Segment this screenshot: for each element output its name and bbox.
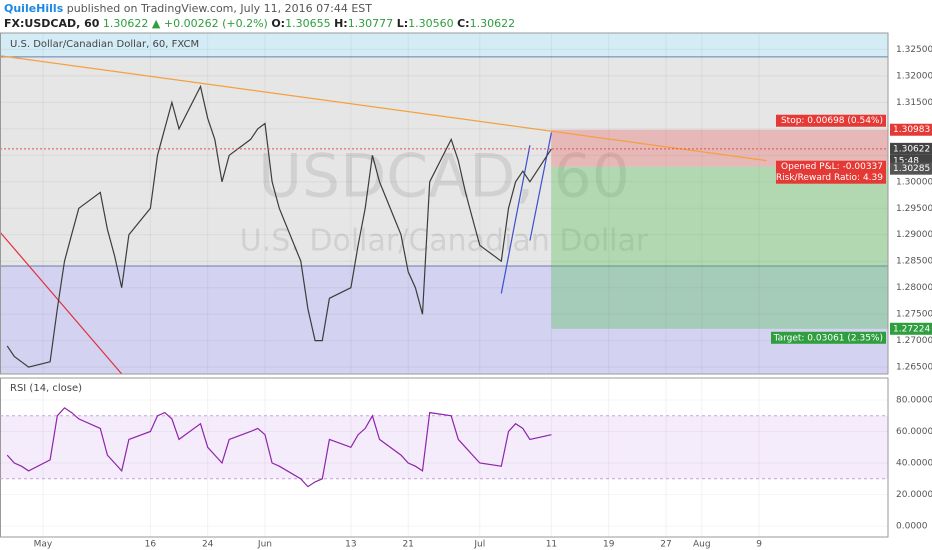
x-tick-label: Aug <box>693 540 711 550</box>
y-tick-label: 1.27500 <box>896 310 932 320</box>
entry-price-box <box>890 162 932 175</box>
trendline <box>500 145 531 294</box>
rr-label: Risk/Reward Ratio: 4.39 <box>776 173 883 183</box>
zone <box>0 33 888 57</box>
last-price: 1.30622 <box>893 144 930 154</box>
target-label-box <box>771 331 886 344</box>
y-tick-label: 1.28000 <box>896 283 932 293</box>
y-tick-label: 80.0000 <box>896 396 932 406</box>
pnl-label-box <box>776 160 886 173</box>
y-tick-label: 1.32000 <box>896 71 932 81</box>
y-tick-label: 1.27000 <box>896 336 932 346</box>
symbol: FX:USDCAD, 60 <box>4 17 100 30</box>
header-line: QuileHills published on TradingView.com,… <box>4 1 515 16</box>
x-tick-label: May <box>34 540 53 550</box>
ohlc-value: 1.30655 <box>285 17 331 30</box>
published: published on TradingView.com, July 11, 2… <box>66 2 372 15</box>
y-tick-label: 20.0000 <box>896 490 932 500</box>
target-zone <box>551 166 888 329</box>
x-tick-label: 19 <box>603 540 615 550</box>
ohlc-value: 1.30777 <box>347 17 394 30</box>
rr-label-box <box>776 171 886 184</box>
trendline <box>0 231 123 375</box>
header-line: FX:USDCAD, 60 1.30622 ▲ +0.00262 (+0.2%)… <box>4 16 515 31</box>
y-tick-label: 1.29000 <box>896 230 932 240</box>
y-tick-label: 60.0000 <box>896 427 932 437</box>
stop-zone <box>551 129 888 167</box>
trendline <box>529 132 553 241</box>
target-label: Target: 0.03061 (2.35%) <box>773 333 883 343</box>
price-line <box>6 84 552 368</box>
stop-price-box <box>890 123 932 136</box>
y-tick-label: 0.0000 <box>896 521 928 531</box>
pnl-label: Opened P&L: -0.00337 <box>781 162 883 172</box>
rsi-line <box>6 407 552 488</box>
ohlc-value: 1.30560 <box>408 17 454 30</box>
x-tick-label: 16 <box>145 540 157 550</box>
x-tick-label: 11 <box>546 540 557 550</box>
x-tick-label: 27 <box>660 540 671 550</box>
stop-label-box <box>776 114 886 127</box>
rsi-panel <box>0 377 889 538</box>
zone <box>0 56 888 266</box>
y-tick-label: 1.30000 <box>896 177 932 187</box>
price-title: U.S. Dollar/Canadian Dollar, 60, FXCM <box>10 39 199 50</box>
target-price-box <box>890 322 932 335</box>
y-tick-label: 1.26500 <box>896 363 932 373</box>
change: ▲ +0.00262 (+0.2%) <box>151 17 268 30</box>
x-tick-label: 21 <box>402 540 413 550</box>
target-price: 1.27224 <box>893 324 930 334</box>
x-tick-label: 24 <box>202 540 214 550</box>
entry-price: 1.30285 <box>893 164 930 174</box>
y-tick-label: 1.32500 <box>896 45 932 55</box>
trendline <box>0 55 767 162</box>
y-tick-label: 1.29500 <box>896 204 932 214</box>
y-tick-label: 1.31500 <box>896 98 932 108</box>
last: 1.30622 <box>102 17 149 30</box>
x-tick-label: Jul <box>473 540 485 550</box>
rsi-title: RSI (14, close) <box>10 383 82 394</box>
x-tick-label: 9 <box>756 540 762 550</box>
header: QuileHills published on TradingView.com,… <box>4 1 515 31</box>
ohlc-key: H: <box>334 17 348 30</box>
countdown: 15:48 <box>893 156 919 166</box>
author[interactable]: QuileHills <box>4 2 64 15</box>
ohlc-value: 1.30622 <box>469 17 516 30</box>
price-panel <box>0 32 889 375</box>
ohlc-key: O: <box>271 17 286 30</box>
zone <box>0 265 888 374</box>
watermark-subtitle: U.S. Dollar/Canadian Dollar <box>240 224 649 259</box>
last-price-box <box>890 142 932 155</box>
y-tick-label: 1.28500 <box>896 257 932 267</box>
stop-label: Stop: 0.00698 (0.54%) <box>781 116 883 126</box>
ohlc-key: C: <box>457 17 470 30</box>
ohlc-key: L: <box>396 17 409 30</box>
x-tick-label: 13 <box>345 540 356 550</box>
rsi-band <box>1 415 888 479</box>
x-tick-label: Jun <box>257 540 272 550</box>
stop-price: 1.30983 <box>893 125 930 135</box>
y-tick-label: 40.0000 <box>896 459 932 469</box>
